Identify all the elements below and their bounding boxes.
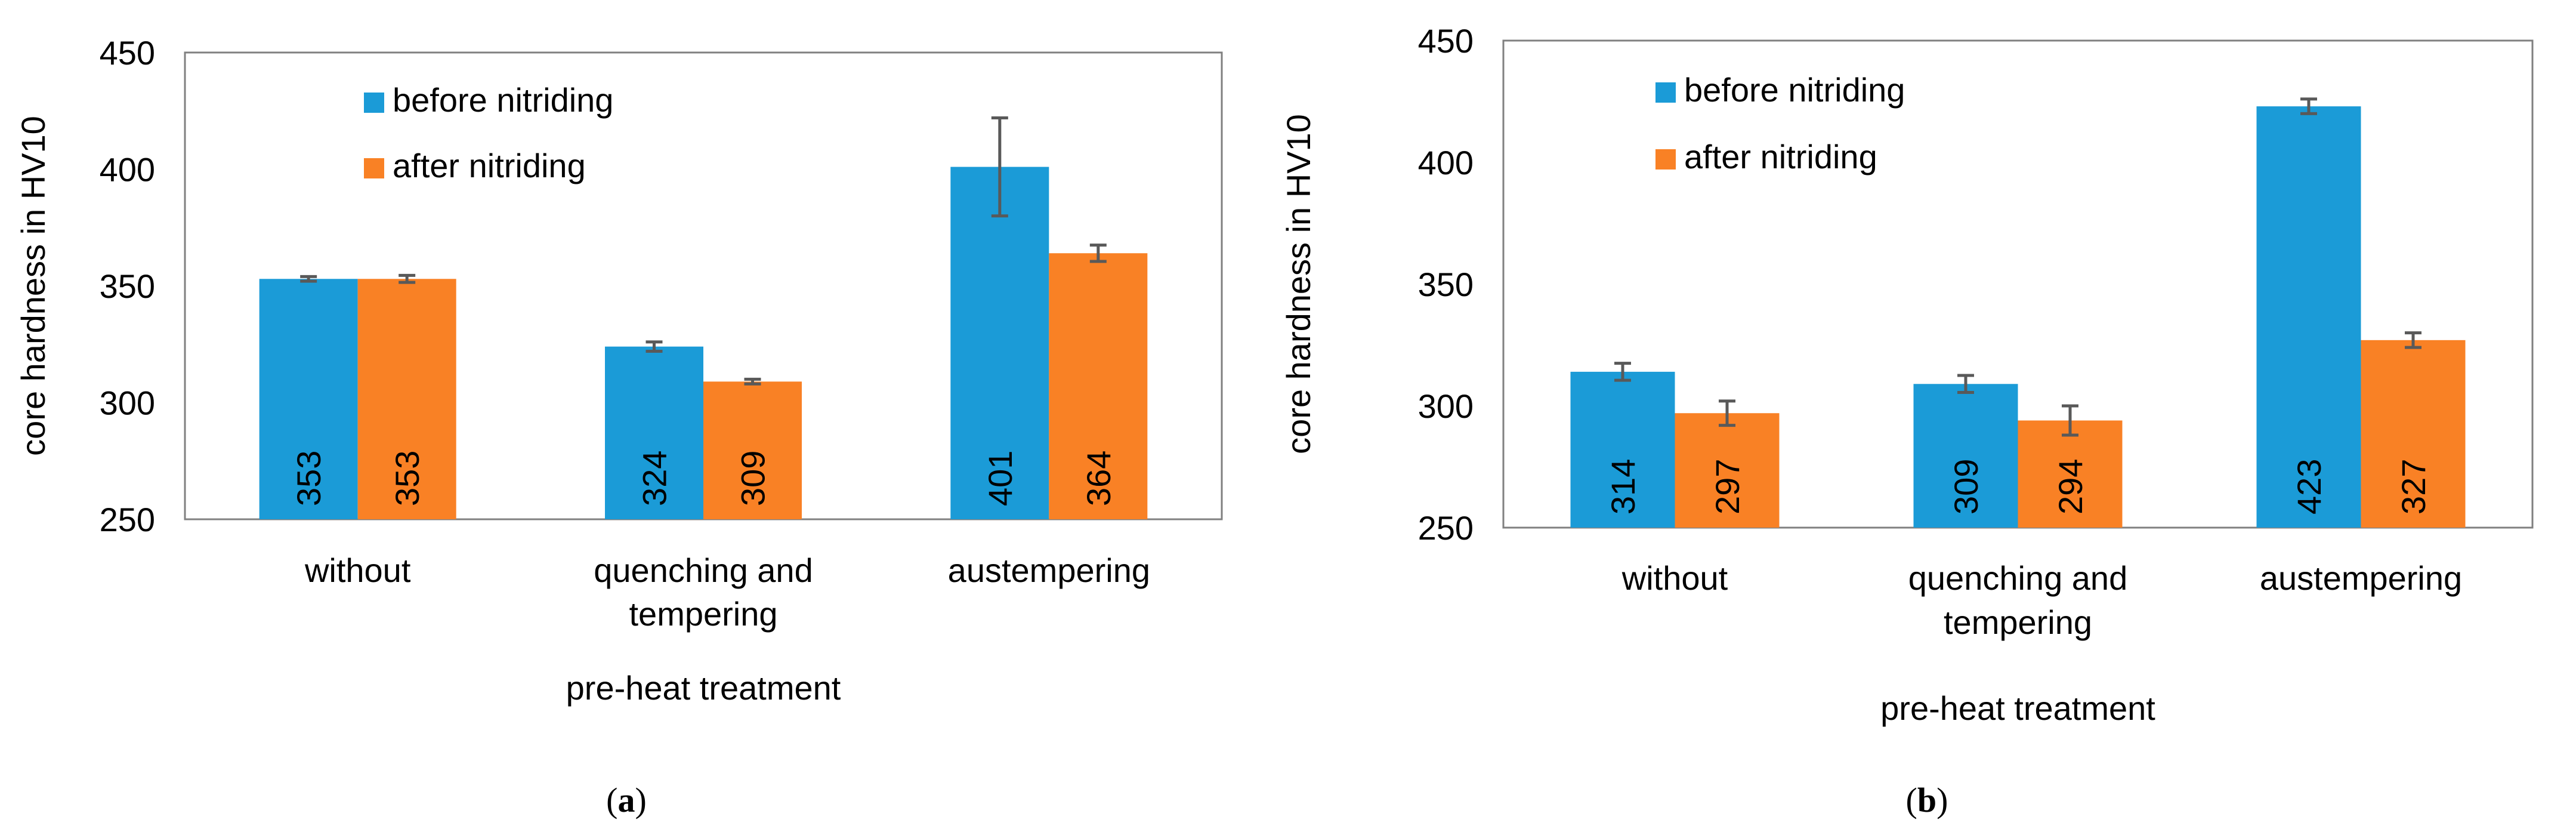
y-tick-label: 350 <box>100 267 155 305</box>
bar-value-label: 401 <box>981 451 1019 506</box>
x-category-label: austempering <box>948 552 1150 589</box>
bar-after-nitriding <box>2018 420 2123 528</box>
bar-after-nitriding <box>1675 413 1780 528</box>
y-tick-label: 450 <box>100 34 155 72</box>
y-tick-label: 400 <box>1418 144 1474 181</box>
legend-label: before nitriding <box>393 81 613 119</box>
legend-swatch-after <box>364 158 384 178</box>
bar-before-nitriding <box>259 279 358 519</box>
x-category-label: tempering <box>629 595 777 633</box>
x-axis-title: pre-heat treatment <box>1880 689 2155 727</box>
x-axis-title: pre-heat treatment <box>566 669 841 707</box>
x-category-label: tempering <box>1944 603 2092 641</box>
bar-value-label: 327 <box>2395 459 2432 514</box>
bar-value-label: 364 <box>1080 451 1117 506</box>
x-category-label: without <box>1621 559 1728 597</box>
bar-before-nitriding <box>1913 384 2018 528</box>
panel-paren-close: ) <box>635 781 647 819</box>
y-tick-label: 250 <box>1418 509 1474 547</box>
panel-paren-open: ( <box>606 781 617 819</box>
chart-panel-a: 250 300 350 400 450 core hardness in HV10 353 3… <box>14 34 1223 819</box>
x-category-label: austempering <box>2260 559 2462 597</box>
y-tick-label: 400 <box>100 151 155 189</box>
legend-swatch-before <box>1655 82 1676 103</box>
x-category-label: quenching and <box>594 552 813 589</box>
x-category-label: without <box>304 552 411 589</box>
chart-panel-b: 250 300 350 400 450 core hardness in HV10 314 2… <box>1280 22 2534 819</box>
bar-before-nitriding <box>2256 106 2361 528</box>
bar-value-label: 353 <box>388 451 426 506</box>
legend-label: after nitriding <box>1684 138 1877 175</box>
bar-after-nitriding <box>1049 253 1148 519</box>
bar-value-label: 423 <box>2290 459 2328 514</box>
bar-after-nitriding <box>357 279 456 519</box>
bar-value-label: 309 <box>734 451 772 506</box>
y-axis-title: core hardness in HV10 <box>1280 114 1317 454</box>
y-tick-label: 250 <box>100 501 155 538</box>
y-tick-label: 300 <box>100 384 155 422</box>
bar-before-nitriding <box>950 167 1049 520</box>
legend-swatch-after <box>1655 149 1676 170</box>
panel-label: (a) <box>606 781 647 819</box>
bar-before-nitriding <box>605 346 703 519</box>
y-axis-title: core hardness in HV10 <box>14 116 52 456</box>
bar-value-label: 353 <box>290 451 328 506</box>
y-tick-label: 450 <box>1418 22 1474 60</box>
x-category-label: quenching and <box>1908 559 2127 597</box>
panel-paren-close: ) <box>1936 781 1948 819</box>
panel-letter: b <box>1917 781 1936 819</box>
bar-value-label: 294 <box>2052 459 2089 514</box>
y-tick-label: 350 <box>1418 266 1474 303</box>
bar-after-nitriding <box>703 381 802 519</box>
bar-value-label: 314 <box>1604 459 1642 514</box>
bar-value-label: 309 <box>1947 459 1985 514</box>
panel-label: (b) <box>1906 781 1948 819</box>
legend-label: before nitriding <box>1684 71 1905 109</box>
legend-swatch-before <box>364 93 384 113</box>
panel-letter: a <box>618 781 635 819</box>
y-tick-label: 300 <box>1418 387 1474 425</box>
bar-value-label: 324 <box>636 451 674 506</box>
bar-value-label: 297 <box>1709 459 1746 514</box>
legend-label: after nitriding <box>393 147 586 184</box>
bar-before-nitriding <box>1570 371 1675 528</box>
panel-paren-open: ( <box>1906 781 1917 819</box>
bar-after-nitriding <box>2361 340 2466 528</box>
